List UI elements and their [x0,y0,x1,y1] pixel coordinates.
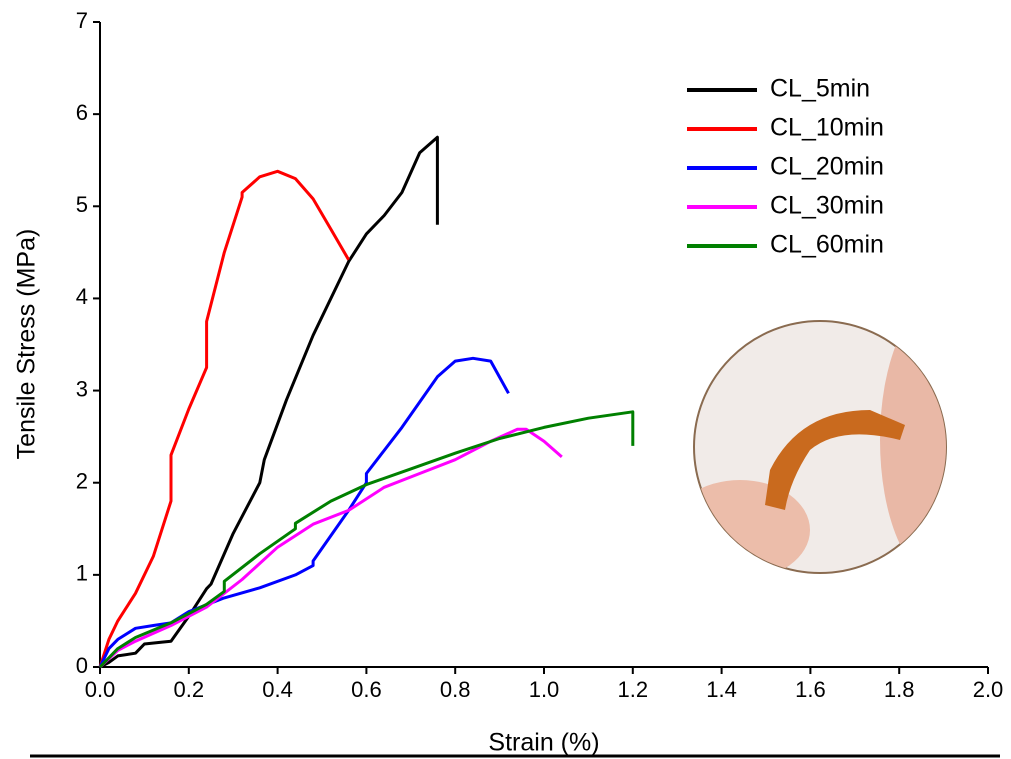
x-tick-label: 2.0 [973,677,1004,702]
y-tick-label: 5 [76,192,88,217]
y-axis-title: Tensile Stress (MPa) [13,229,41,460]
x-tick-label: 0.6 [351,677,382,702]
legend-label: CL_5min [770,75,870,103]
y-tick-label: 0 [76,653,88,678]
data-line [100,358,509,667]
y-tick-label: 2 [76,469,88,494]
x-tick-label: 1.4 [706,677,737,702]
legend-label: CL_20min [770,153,884,181]
x-tick-label: 1.0 [529,677,560,702]
y-tick-label: 1 [76,561,88,586]
x-tick-label: 0.4 [262,677,293,702]
data-line [100,137,437,667]
legend-label: CL_10min [770,114,884,142]
x-tick-label: 1.8 [884,677,915,702]
legend-label: CL_30min [770,192,884,220]
x-tick-label: 1.2 [618,677,649,702]
y-tick-label: 3 [76,376,88,401]
x-tick-label: 0.2 [174,677,205,702]
data-line [100,429,562,667]
chart: Strain (%) Tensile Stress (MPa) 0.0 0.2 0.… [0,0,1011,759]
legend-label: CL_60min [770,231,884,259]
y-tick-label: 4 [76,284,88,309]
inset-photo [670,300,1000,580]
y-tick-label: 6 [76,100,88,125]
y-tick-label: 7 [76,8,88,33]
x-tick-label: 0.8 [440,677,471,702]
x-axis-title: Strain (%) [488,729,599,757]
x-tick-label: 1.6 [795,677,826,702]
x-tick-label: 0.0 [85,677,116,702]
